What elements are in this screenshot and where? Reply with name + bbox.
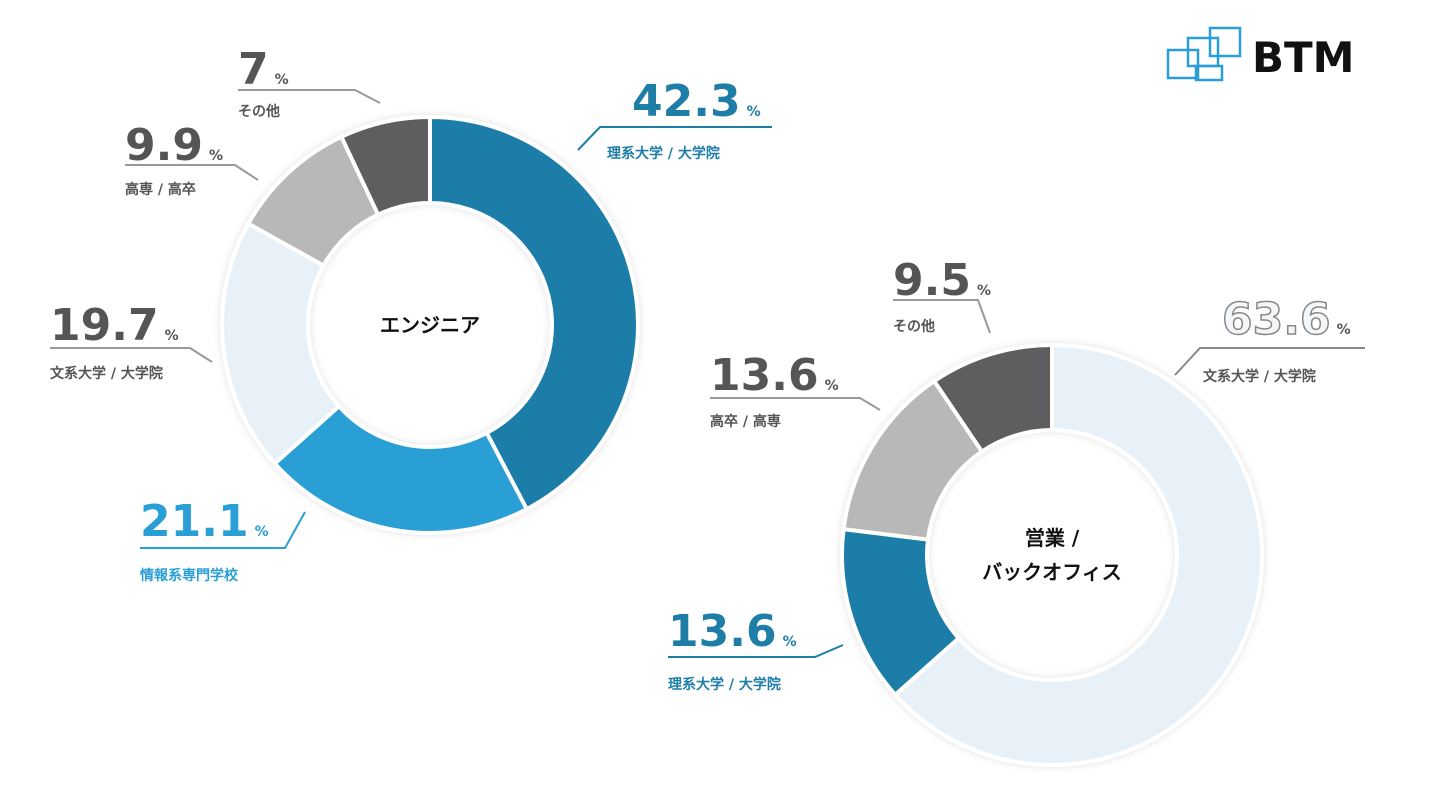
value-unit: %: [825, 378, 839, 394]
center-label: 営業 /: [1025, 526, 1080, 550]
donut-segment: [220, 220, 342, 467]
value-unit: %: [165, 328, 179, 344]
value-unit: %: [275, 72, 289, 88]
value-label: 19.7%: [50, 300, 179, 351]
value-number: 9.5: [893, 255, 971, 306]
value-number: 42.3: [632, 76, 741, 127]
value-label: 9.9%: [125, 120, 223, 171]
center-label: バックオフィス: [982, 560, 1122, 584]
donut-segment: [892, 342, 1264, 767]
value-number: 9.9: [125, 120, 203, 171]
callout-line: [710, 397, 881, 411]
category-label: その他: [893, 318, 935, 335]
value-number: 63.6: [1222, 294, 1331, 345]
value-unit: %: [209, 148, 223, 164]
donut-segment: [272, 403, 530, 535]
category-label: その他: [238, 103, 280, 120]
value-label: 13.6%: [710, 350, 839, 401]
category-label: 高専 / 高卒: [125, 181, 196, 198]
value-number: 21.1: [140, 496, 249, 547]
callout-line: [125, 164, 259, 181]
callout-line: [1174, 347, 1365, 376]
callout-line: [577, 126, 772, 151]
value-number: 13.6: [710, 350, 819, 401]
value-unit: %: [255, 524, 269, 540]
value-unit: %: [747, 104, 761, 120]
value-unit: %: [977, 283, 991, 299]
logo-text: BTM: [1252, 33, 1354, 82]
value-unit: %: [783, 634, 797, 650]
logo-square: [1208, 26, 1242, 58]
callout-line: [50, 347, 213, 363]
donut-segment: [338, 114, 432, 218]
value-unit: %: [1337, 322, 1351, 338]
donut-segment: [428, 114, 640, 512]
value-label: 42.3%: [632, 76, 761, 127]
callout-line: [893, 299, 991, 334]
value-number: 7: [238, 44, 269, 95]
donut: [220, 114, 640, 535]
callout-line: [140, 511, 306, 549]
category-label: 理系大学 / 大学院: [668, 676, 781, 693]
category-label: 理系大学 / 大学院: [607, 145, 720, 162]
logo-square: [1166, 48, 1200, 80]
category-label: 文系大学 / 大学院: [1203, 368, 1316, 385]
category-label: 高卒 / 高専: [710, 413, 781, 430]
category-label: 情報系専門学校: [140, 567, 239, 584]
value-number: 19.7: [50, 300, 159, 351]
value-label: 63.6%: [1222, 294, 1351, 345]
logo-square: [1186, 36, 1220, 68]
logo: BTM: [1166, 26, 1354, 82]
value-label: 7%: [238, 44, 289, 95]
value-label: 9.5%: [893, 255, 991, 306]
donut: [840, 342, 1264, 767]
value-number: 13.6: [668, 606, 777, 657]
callout-line: [668, 644, 844, 658]
callout-line: [238, 89, 381, 104]
donut-segment: [931, 342, 1054, 455]
category-label: 文系大学 / 大学院: [50, 365, 163, 382]
center-label: エンジニア: [380, 313, 480, 337]
value-label: 13.6%: [668, 606, 797, 657]
logo-square: [1194, 64, 1224, 82]
value-label: 21.1%: [140, 496, 269, 547]
